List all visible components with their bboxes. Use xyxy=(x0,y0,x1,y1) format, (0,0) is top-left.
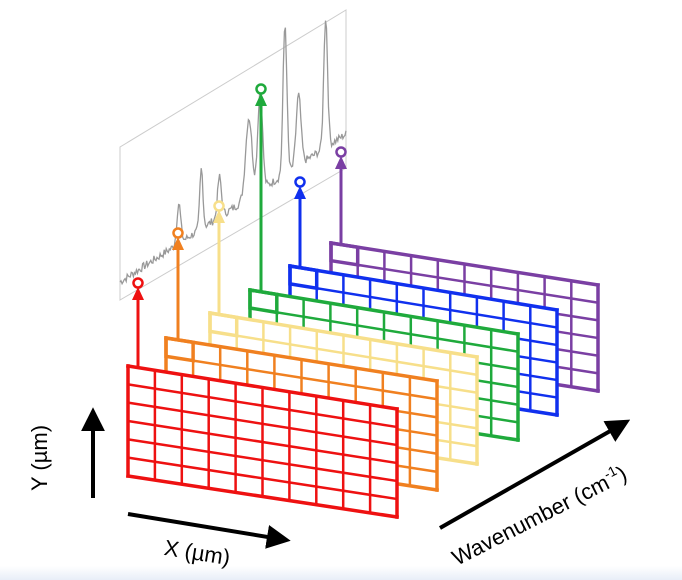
yellow-grid-layer-highlight-pixel xyxy=(208,310,239,338)
green-arrow xyxy=(255,83,267,292)
red-arrow xyxy=(132,277,144,368)
spectral-arrows xyxy=(132,83,347,368)
yellow-arrow xyxy=(213,200,225,315)
orange-arrow xyxy=(172,227,184,340)
spectrum-line xyxy=(119,20,347,286)
grid-layers xyxy=(125,240,601,519)
green-grid-layer-highlight-pixel xyxy=(248,287,279,315)
blue-grid-layer-highlight-pixel xyxy=(288,263,319,291)
wavenumber-axis-arrow xyxy=(439,419,631,530)
wavenumber-axis-label: Wavenumber (cm-1) xyxy=(447,459,631,570)
x-axis-label: X (µm) xyxy=(162,535,232,570)
spectrum-panel xyxy=(119,9,347,301)
purple-arrow xyxy=(335,146,347,245)
orange-grid-layer-highlight-pixel xyxy=(164,335,195,363)
red-grid-layer xyxy=(125,363,400,519)
bottom-fade xyxy=(0,566,682,580)
blue-arrow xyxy=(294,176,306,268)
x-axis-arrow xyxy=(127,512,291,549)
wavenumber-axis-text: Wavenumber (cm xyxy=(448,470,613,571)
y-axis-label: Y (µm) xyxy=(27,425,52,491)
purple-grid-layer-highlight-pixel xyxy=(329,240,360,267)
